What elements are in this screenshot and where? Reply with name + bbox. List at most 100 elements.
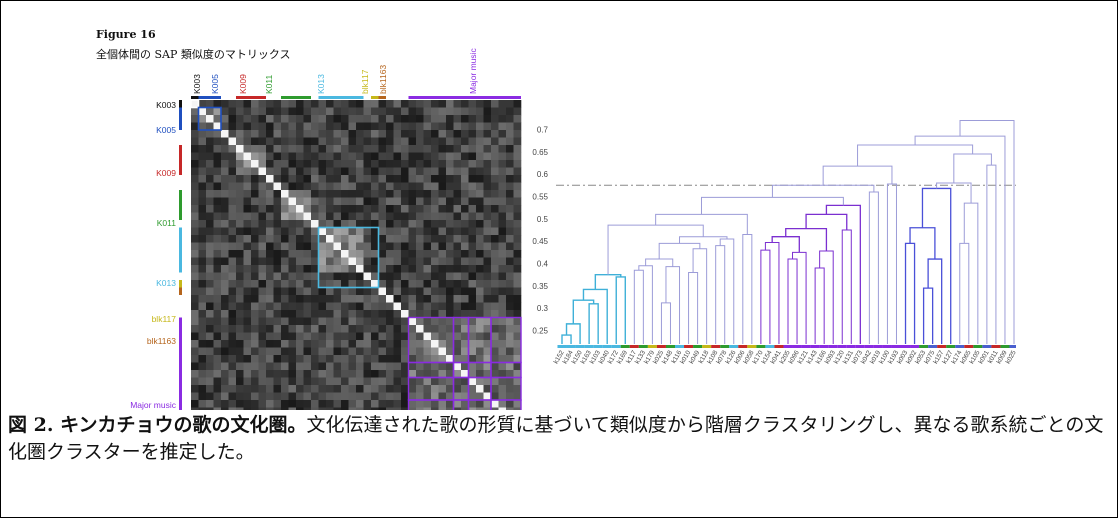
matrix-cell [333,310,342,318]
matrix-cell [363,100,372,108]
matrix-cell [258,137,267,146]
matrix-cell [408,362,417,371]
matrix-cell [468,407,477,410]
matrix-cell [333,325,342,333]
matrix-cell [228,205,237,213]
matrix-cell [423,122,432,131]
matrix-cell [318,107,327,116]
matrix-cell [393,257,402,266]
matrix-cell [401,265,409,273]
matrix-cell [221,235,229,243]
matrix-cell [326,227,334,236]
matrix-cell [401,340,409,348]
matrix-cell [491,287,499,296]
matrix-cell [326,205,334,213]
matrix-cell [356,130,364,138]
matrix-cell [491,107,499,116]
matrix-cell [288,340,297,348]
matrix-cell [243,347,252,356]
matrix-cell [333,257,342,266]
matrix-cell [468,167,477,176]
dendrogram-chart: 0.250.30.350.40.450.50.550.60.650.7 k152… [532,119,1016,365]
matrix-cell [483,310,492,318]
matrix-cell [468,332,477,341]
matrix-cell [221,407,229,410]
matrix-cell [258,100,267,108]
matrix-cell [281,265,289,273]
matrix-cell [378,370,387,378]
matrix-cell [423,355,432,363]
matrix-cell [348,212,357,221]
matrix-cell [446,175,454,183]
matrix-cell [468,115,477,123]
matrix-cell [326,355,334,363]
matrix-cell [243,265,252,273]
matrix-cell [378,175,387,183]
dendrogram-link [638,265,653,344]
matrix-cell [513,317,522,326]
matrix-cell [468,205,477,213]
matrix-cell [431,355,439,363]
matrix-cell [386,332,394,341]
matrix-cell [416,340,424,348]
matrix-cell [386,280,394,288]
matrix-cell [318,250,327,258]
matrix-cell [453,160,462,168]
matrix-cell [318,400,327,408]
matrix-cell [438,235,447,243]
matrix-cell [348,377,357,386]
matrix-cell [243,280,252,288]
matrix-cell [498,100,507,108]
matrix-cell [333,205,342,213]
matrix-cell [386,235,394,243]
matrix-cell [251,190,259,198]
matrix-cell [468,197,477,206]
matrix-cell [288,280,297,288]
matrix-cell [393,295,402,303]
matrix-cell [423,100,432,108]
matrix-cell [476,347,484,356]
matrix-cell [423,310,432,318]
matrix-cell [273,287,282,296]
matrix-cell [506,115,514,123]
matrix-cell [266,197,274,206]
matrix-cell [468,377,477,386]
matrix-cell [311,385,319,393]
leaf-color-bar [873,345,883,348]
matrix-cell [438,310,447,318]
matrix-cell [468,310,477,318]
matrix-cell [483,250,492,258]
matrix-cell [258,257,267,266]
matrix-cell [461,182,469,191]
matrix-cell [461,287,469,296]
matrix-cell [356,347,364,356]
matrix-cell [303,152,312,161]
matrix-cell [191,355,199,363]
matrix-cell [393,227,402,236]
matrix-cell [476,197,484,206]
matrix-cell [288,325,297,333]
matrix-cell [281,212,289,221]
top-group-bar [198,96,221,99]
dendrogram-link [936,182,972,204]
matrix-cell [401,182,409,191]
matrix-cell [371,220,379,228]
matrix-cell [198,137,207,146]
matrix-cell [356,287,364,296]
matrix-cell [513,250,522,258]
matrix-cell [288,250,297,258]
matrix-cell [266,227,274,236]
matrix-cell [303,145,312,153]
matrix-cell [288,212,297,221]
matrix-cell [281,235,289,243]
matrix-cell [498,385,507,393]
matrix-cell [341,250,349,258]
matrix-cell [236,362,244,371]
matrix-cell [461,295,469,303]
matrix-cell [446,250,454,258]
matrix-cell [206,145,214,153]
matrix-cell [468,160,477,168]
matrix-cell [266,160,274,168]
matrix-cell [348,287,357,296]
matrix-cell [423,227,432,236]
